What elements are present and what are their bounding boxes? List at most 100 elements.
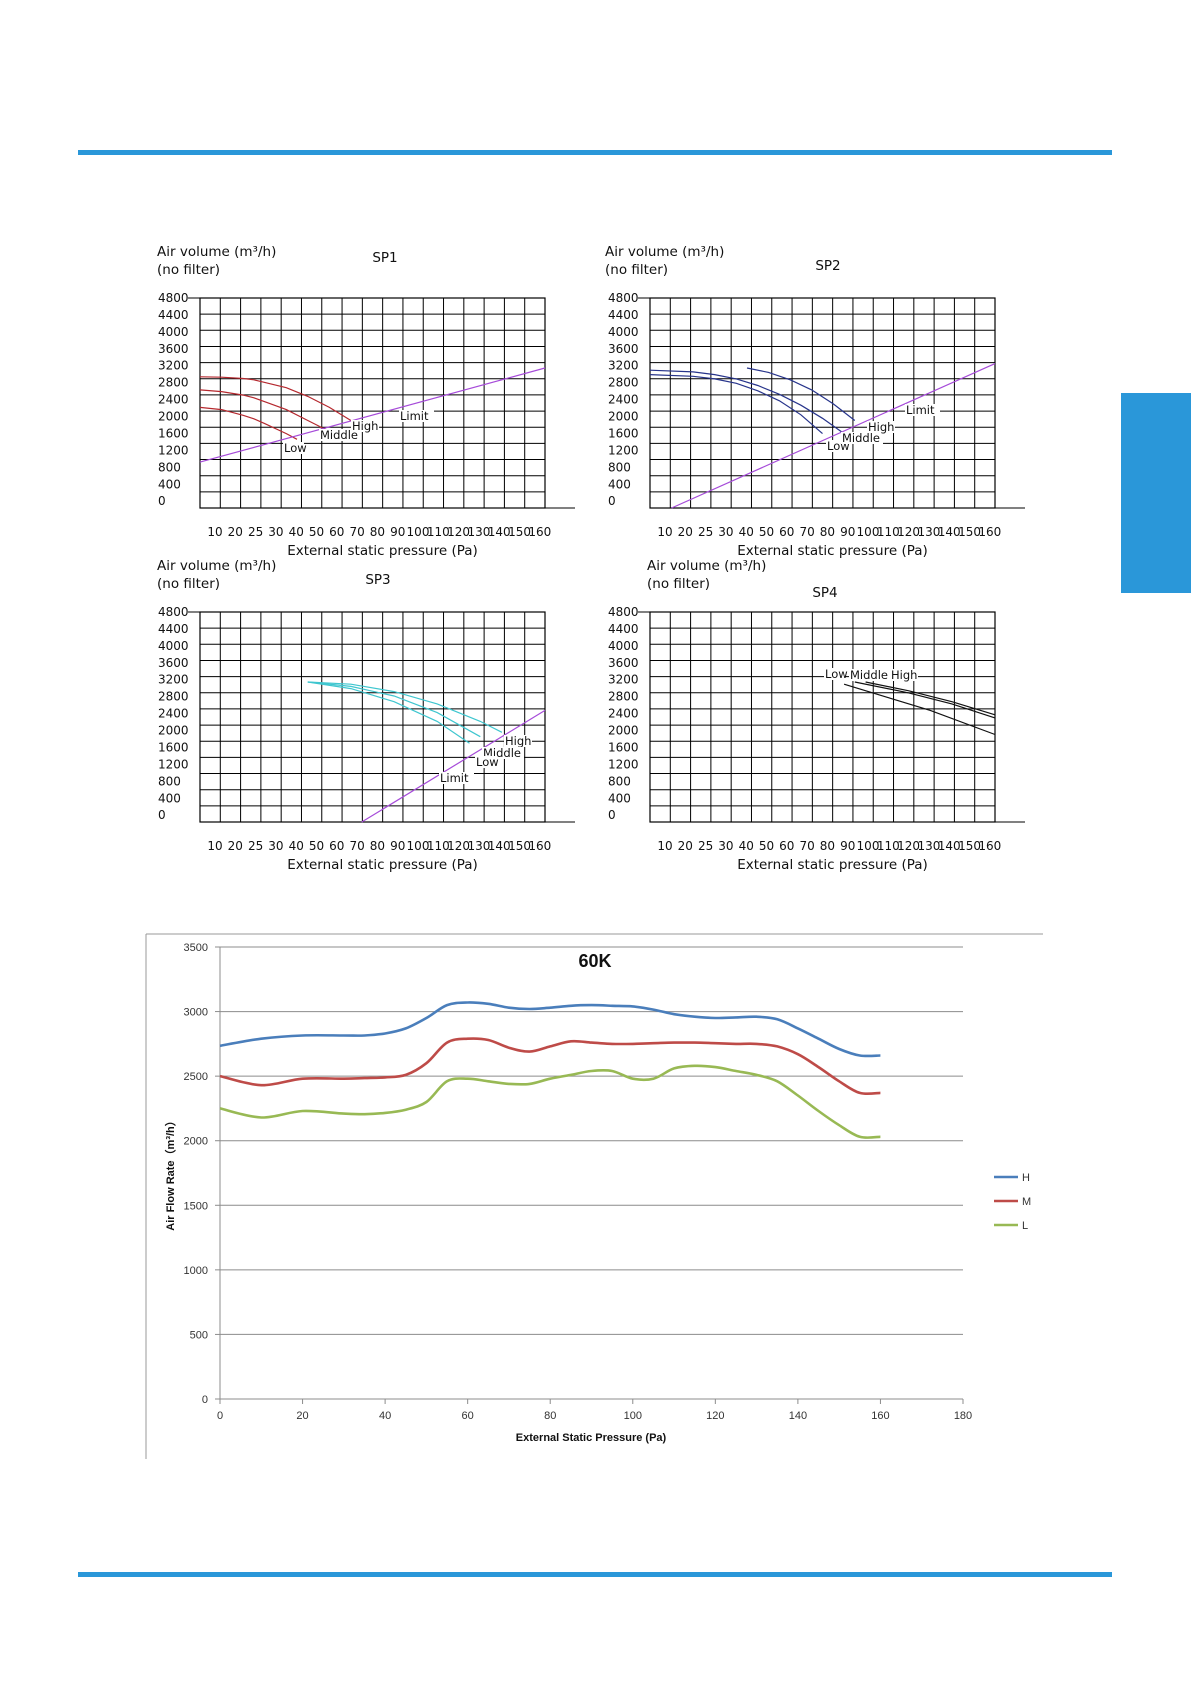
x-tick-label: 40 bbox=[739, 525, 754, 539]
series-line-high bbox=[865, 681, 996, 716]
y-tick-label: 800 bbox=[608, 774, 631, 788]
legend-label-l: L bbox=[1022, 1220, 1028, 1232]
x-tick-label: 0 bbox=[217, 1410, 223, 1422]
annotation-backing bbox=[867, 421, 895, 433]
y-tick-label: 3200 bbox=[158, 673, 189, 687]
x-tick-label: 150 bbox=[958, 525, 981, 539]
bottom-rule bbox=[78, 1572, 1112, 1577]
x-tick-label: 90 bbox=[390, 525, 405, 539]
legend-label-m: M bbox=[1022, 1196, 1031, 1208]
x-tick-label: 80 bbox=[370, 525, 385, 539]
x-tick-label: 10 bbox=[657, 525, 672, 539]
x-tick-label: 70 bbox=[349, 525, 364, 539]
x-tick-label: 80 bbox=[820, 525, 835, 539]
y-tick-label: 800 bbox=[158, 460, 181, 474]
y-tick-label: 4800 bbox=[608, 291, 639, 305]
y-axis-sublabel: (no filter) bbox=[157, 576, 220, 592]
x-tick-label: 90 bbox=[390, 839, 405, 853]
series-line-limit bbox=[361, 709, 546, 823]
x-tick-label: 30 bbox=[268, 525, 283, 539]
y-tick-label: 2000 bbox=[184, 1136, 208, 1148]
x-tick-label: 50 bbox=[309, 839, 324, 853]
x-tick-label: 70 bbox=[799, 839, 814, 853]
x-tick-label: 40 bbox=[739, 839, 754, 853]
x-tick-label: 20 bbox=[228, 839, 243, 853]
annotation-backing bbox=[504, 735, 532, 747]
annotation-backing bbox=[319, 429, 361, 441]
annotation-backing bbox=[905, 404, 940, 416]
fan-performance-charts: 4800440040003600320028002400200016001200… bbox=[157, 244, 1025, 873]
y-tick-label: 4400 bbox=[158, 622, 189, 636]
series-line-high bbox=[746, 367, 856, 421]
x-tick-label: 110 bbox=[877, 839, 900, 853]
x-tick-label: 60 bbox=[779, 839, 794, 853]
y-tick-label: 2000 bbox=[608, 724, 639, 738]
y-tick-label: 1600 bbox=[158, 740, 189, 754]
y-tick-label: 1500 bbox=[184, 1200, 208, 1212]
x-tick-label: 20 bbox=[296, 1410, 308, 1422]
x-tick-label: 110 bbox=[427, 839, 450, 853]
x-tick-label: 80 bbox=[820, 839, 835, 853]
x-tick-label: 25 bbox=[248, 839, 263, 853]
y-tick-label: 3600 bbox=[158, 656, 189, 670]
top-rule bbox=[78, 150, 1112, 155]
chart-title: 60K bbox=[578, 951, 611, 971]
y-axis-label: Air volume (m³/h) bbox=[157, 558, 276, 574]
y-tick-label: 1600 bbox=[608, 426, 639, 440]
annotation-backing bbox=[890, 669, 918, 681]
x-tick-label: 120 bbox=[897, 525, 920, 539]
annotation-backing bbox=[399, 410, 434, 422]
x-tick-label: 160 bbox=[871, 1410, 889, 1422]
y-tick-label: 3600 bbox=[608, 342, 639, 356]
annotation-limit: Limit bbox=[906, 403, 935, 417]
y-tick-label: 400 bbox=[608, 477, 631, 491]
annotation-backing bbox=[351, 420, 379, 432]
series-line-high bbox=[199, 376, 352, 422]
y-tick-label: 3200 bbox=[158, 359, 189, 373]
y-tick-label: 4800 bbox=[158, 605, 189, 619]
x-tick-label: 10 bbox=[657, 839, 672, 853]
annotation-low: Low bbox=[284, 441, 307, 455]
y-tick-label: 1600 bbox=[158, 426, 189, 440]
series-line-low bbox=[307, 681, 470, 744]
y-tick-label: 2400 bbox=[158, 707, 189, 721]
annotation-backing bbox=[849, 669, 891, 681]
annotation-backing bbox=[283, 442, 304, 454]
series-line-m bbox=[219, 1037, 881, 1096]
annotation-limit: Limit bbox=[400, 409, 429, 423]
sp-chart-3: 4800440040003600320028002400200016001200… bbox=[157, 558, 575, 873]
y-tick-label: 4400 bbox=[608, 622, 639, 636]
x-tick-label: 100 bbox=[407, 839, 430, 853]
x-tick-label: 60 bbox=[462, 1410, 474, 1422]
y-tick-label: 1200 bbox=[158, 757, 189, 771]
y-axis-sublabel: (no filter) bbox=[157, 262, 220, 278]
x-axis-label: External static pressure (Pa) bbox=[287, 543, 478, 559]
x-tick-label: 50 bbox=[759, 839, 774, 853]
x-tick-label: 10 bbox=[207, 839, 222, 853]
x-tick-label: 110 bbox=[427, 525, 450, 539]
y-tick-label: 3200 bbox=[608, 359, 639, 373]
chart-title: SP1 bbox=[372, 250, 397, 266]
y-tick-label: 2400 bbox=[158, 393, 189, 407]
plot-frame bbox=[649, 297, 996, 509]
series-line-low bbox=[843, 683, 996, 736]
x-tick-label: 150 bbox=[508, 525, 531, 539]
series-line-middle bbox=[199, 389, 330, 432]
y-tick-label: 400 bbox=[158, 477, 181, 491]
x-tick-label: 160 bbox=[978, 839, 1001, 853]
x-axis-label: External static pressure (Pa) bbox=[737, 543, 928, 559]
x-tick-label: 90 bbox=[840, 839, 855, 853]
x-tick-label: 60 bbox=[779, 525, 794, 539]
x-tick-label: 100 bbox=[624, 1410, 642, 1422]
annotation-backing bbox=[841, 432, 883, 444]
series-line-middle bbox=[307, 681, 481, 738]
x-tick-label: 140 bbox=[488, 525, 511, 539]
x-tick-label: 130 bbox=[467, 525, 490, 539]
annotation-low: Low bbox=[825, 667, 848, 681]
chart-title: SP4 bbox=[812, 585, 837, 601]
x-tick-label: 50 bbox=[309, 525, 324, 539]
y-tick-label: 400 bbox=[158, 791, 181, 805]
y-tick-label: 0 bbox=[608, 494, 616, 508]
x-tick-label: 60 bbox=[329, 839, 344, 853]
y-tick-label: 0 bbox=[202, 1394, 208, 1406]
